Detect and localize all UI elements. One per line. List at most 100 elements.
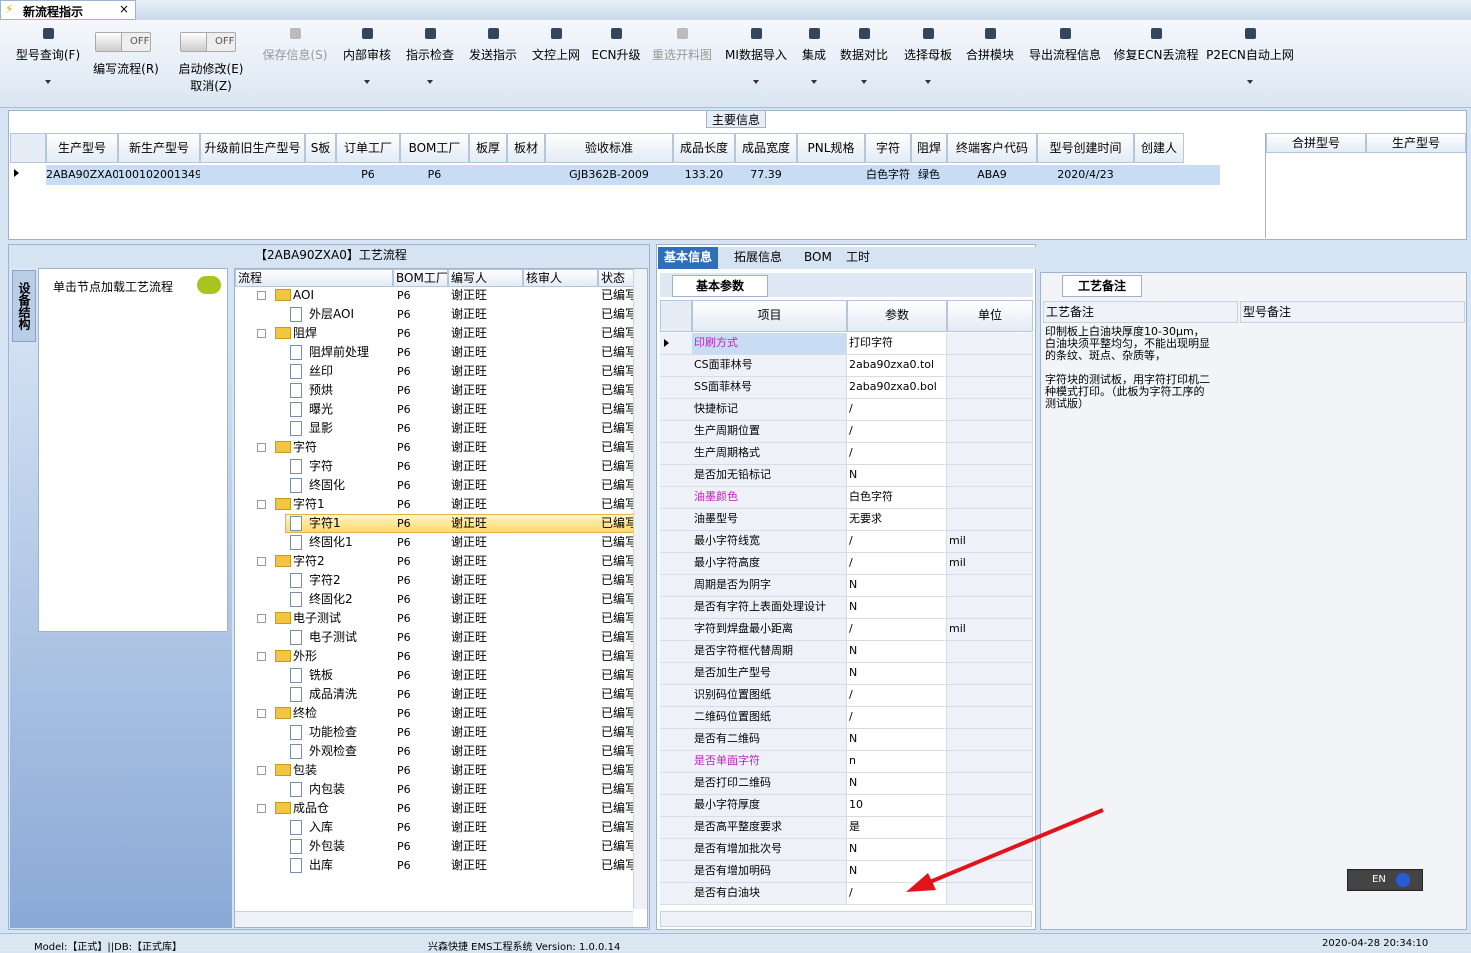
tool-label[interactable]: 修复ECN丢流程 [1113,48,1199,62]
dropdown-arrow[interactable] [861,80,867,84]
tool-label[interactable]: 型号查询(F) [15,48,81,62]
param-value[interactable]: / [847,685,947,707]
node-name[interactable]: 外包装 [309,839,346,853]
param-value[interactable]: / [847,619,947,641]
node-name[interactable]: 电子测试 [309,630,358,644]
node-name[interactable]: 外形 [293,649,318,663]
param-value[interactable]: N [847,729,947,751]
toggle[interactable]: OFF [180,32,236,52]
param-value[interactable]: N [847,773,947,795]
expander[interactable] [257,804,266,813]
param-value[interactable]: / [847,553,947,575]
tab-close[interactable]: × [119,2,130,16]
notes-tab[interactable]: 工艺备注 [1062,275,1142,297]
node-name[interactable]: 终检 [293,706,318,720]
param-value[interactable]: 是 [847,817,947,839]
node-name[interactable]: 阻焊前处理 [309,345,370,359]
expander[interactable] [257,329,266,338]
side-tab[interactable]: 设备结构 [12,270,36,342]
expander[interactable] [257,614,266,623]
node-name[interactable]: 曝光 [309,402,334,416]
node-name[interactable]: 出库 [309,858,334,872]
node-name[interactable]: 终固化1 [309,535,353,549]
tool-label[interactable]: 启动修改(E) [178,62,244,76]
param-value[interactable]: N [847,663,947,685]
param-value[interactable]: N [847,641,947,663]
param-value[interactable]: N [847,861,947,883]
tool-label[interactable]: 指示检查 [405,48,454,62]
node-name[interactable]: 丝印 [309,364,334,378]
dropdown-arrow[interactable] [753,80,759,84]
tool-sublabel[interactable]: 取消(Z) [190,79,232,93]
node-name[interactable]: 外层AOI [309,307,354,321]
node-name[interactable]: 功能检查 [309,725,358,739]
param-value[interactable]: / [847,531,947,553]
node-name[interactable]: 入库 [309,820,334,834]
basic-tab[interactable]: 拓展信息 [734,250,783,264]
expander[interactable] [257,652,266,661]
node-name[interactable]: 阻焊 [293,326,318,340]
param-value[interactable]: N [847,597,947,619]
node-name[interactable]: 包装 [293,763,318,777]
param-value[interactable]: / [847,443,947,465]
param-value[interactable]: / [847,707,947,729]
dropdown-arrow[interactable] [811,80,817,84]
dropdown-arrow[interactable] [1247,80,1253,84]
node-name[interactable]: 外观检查 [309,744,358,758]
node-name[interactable]: 字符2 [293,554,325,568]
subtab[interactable]: 基本参数 [672,275,768,297]
doc-tab[interactable]: ⚡ 新流程指示 × [0,0,136,20]
node-name[interactable]: 显影 [309,421,334,435]
expander[interactable] [257,557,266,566]
node-name[interactable]: 字符1 [293,497,325,511]
basic-tab[interactable]: BOM [804,250,832,264]
toggle[interactable]: OFF [95,32,151,52]
node-name[interactable]: 预烘 [309,383,334,397]
expander[interactable] [257,443,266,452]
node-name[interactable]: 字符 [309,459,334,473]
param-value[interactable]: N [847,575,947,597]
node-name[interactable]: 字符1 [309,516,341,530]
tool-label[interactable]: P2ECN自动上网 [1206,48,1294,62]
node-name[interactable]: 字符2 [309,573,341,587]
tool-label[interactable]: 重选开料图 [651,48,712,62]
tool-label[interactable]: 保存信息(S) [262,48,328,62]
param-value[interactable]: / [847,883,947,905]
param-value[interactable]: / [847,399,947,421]
param-value[interactable]: 2aba90zxa0.tol [847,355,947,377]
param-value[interactable]: N [847,465,947,487]
node-name[interactable]: 内包装 [309,782,346,796]
node-name[interactable]: 铣板 [309,668,334,682]
param-value[interactable]: / [847,421,947,443]
expander[interactable] [257,766,266,775]
basic-tab[interactable]: 基本信息 [658,247,719,269]
param-value[interactable]: 白色字符 [847,487,947,509]
node-name[interactable]: 电子测试 [293,611,342,625]
tool-label[interactable]: 集成 [801,48,826,62]
param-value[interactable]: n [847,751,947,773]
param-value[interactable]: 10 [847,795,947,817]
dropdown-arrow[interactable] [364,80,370,84]
tool-label[interactable]: 合拼模块 [965,48,1014,62]
expander[interactable] [257,500,266,509]
ime-widget[interactable]: EN [1347,869,1423,891]
param-value[interactable]: 2aba90zxa0.bol [847,377,947,399]
dropdown-arrow[interactable] [925,80,931,84]
basic-tab[interactable]: 工时 [846,250,871,264]
param-value[interactable]: N [847,839,947,861]
node-name[interactable]: 成品清洗 [309,687,358,701]
node-name[interactable]: 字符 [293,440,318,454]
param-value[interactable]: 无要求 [847,509,947,531]
node-name[interactable]: AOI [293,288,314,302]
tool-label[interactable]: 编写流程(R) [93,62,159,76]
expander[interactable] [257,709,266,718]
tool-label[interactable]: ECN升级 [591,48,641,62]
node-name[interactable]: 终固化2 [309,592,353,606]
tool-label[interactable]: 导出流程信息 [1028,48,1101,62]
tool-label[interactable]: 文控上网 [531,48,580,62]
node-name[interactable]: 成品仓 [293,801,330,815]
tool-label[interactable]: 内部审核 [342,48,391,62]
tool-label[interactable]: 发送指示 [468,48,517,62]
dropdown-arrow[interactable] [427,80,433,84]
expander[interactable] [257,291,266,300]
